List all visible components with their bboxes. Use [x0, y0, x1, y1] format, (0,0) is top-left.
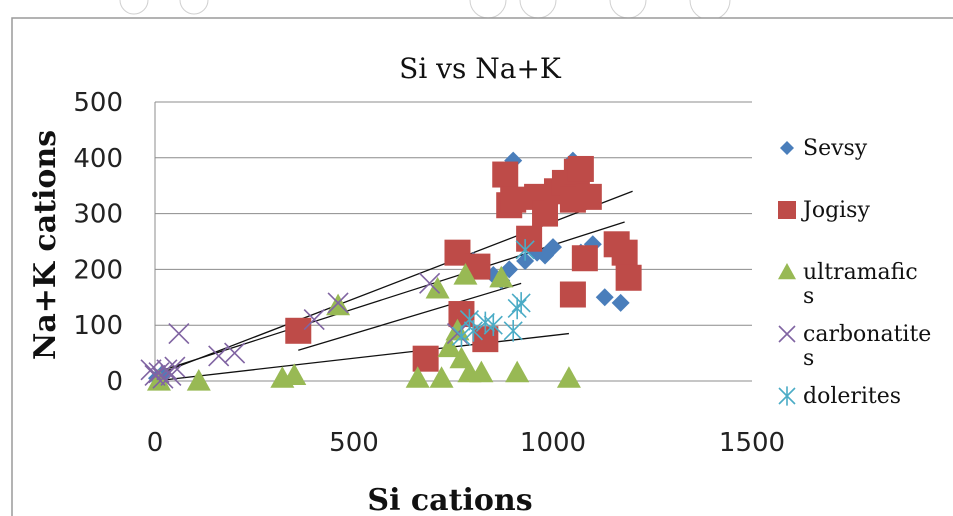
legend-label-line: Sevsy	[803, 136, 868, 161]
x-tick-labels: 0 500 1000 1500	[147, 428, 785, 458]
sevsy-point	[595, 288, 614, 307]
dolerites-point	[503, 319, 523, 342]
legend-label-jogisy: Jogisy	[801, 198, 870, 223]
legend-label-sevsy: Sevsy	[803, 136, 868, 161]
legend-marker-sevsy	[780, 141, 794, 155]
background-decoration	[119, 0, 731, 21]
jogisy-point	[412, 345, 439, 372]
trendline	[298, 282, 522, 351]
legend-label-line: s	[803, 284, 814, 309]
jogisy-point	[571, 245, 598, 272]
legend-label-carbonatite-s: carbonatite s	[803, 322, 931, 371]
carbonatite-s-point	[144, 364, 166, 386]
legend-marker-ultramafic-s	[778, 263, 796, 280]
carbonatite-s-point	[419, 272, 441, 294]
ultramafic-s-point	[282, 363, 307, 386]
jogisy-point	[532, 200, 559, 227]
x-tick-label: 1000	[520, 428, 586, 458]
ultramafic-s-point	[437, 335, 462, 358]
sevsy-point	[611, 293, 630, 312]
x-tick-label: 500	[329, 428, 379, 458]
legend-marker-carbonatite-s	[778, 325, 796, 343]
legend-label-line: s	[803, 346, 814, 371]
dolerites-point	[463, 319, 483, 342]
dolerites-point	[451, 325, 472, 348]
x-tick-label: 0	[147, 428, 164, 458]
dolerites-point	[515, 239, 535, 261]
ultramafic-s-point	[449, 346, 474, 369]
jogisy-point	[615, 264, 642, 291]
jogisy-point	[559, 281, 586, 308]
jogisy-point	[575, 183, 602, 210]
jogisy-point	[285, 317, 312, 344]
y-tick-label: 200	[73, 255, 123, 285]
ultramafic-s-point	[186, 369, 211, 391]
dolerites-point	[475, 311, 495, 334]
sevsy-point	[516, 252, 535, 271]
y-tick-label: 0	[106, 367, 123, 397]
ultramafic-s-point	[453, 262, 478, 285]
trendline	[154, 332, 569, 382]
carbonatite-s-point	[446, 323, 469, 345]
carbonatite-s-point	[168, 323, 190, 345]
chart-title: Si vs Na+K	[399, 52, 562, 85]
y-tick-labels: 0 100 200 300 400 500	[73, 88, 123, 397]
legend-label-ultramafic-s: ultramafic s	[803, 260, 918, 309]
y-tick-label: 300	[73, 200, 123, 230]
carbonatite-s-point	[224, 342, 246, 364]
ultramafic-s-point	[429, 366, 454, 388]
legend-label-line: Jogisy	[801, 198, 870, 223]
legend-label-line: ultramafic	[803, 260, 918, 285]
carbonatite-s-point	[148, 362, 170, 384]
jogisy-point	[611, 239, 638, 266]
jogisy-point	[567, 155, 594, 182]
ultramafic-s-point	[405, 366, 430, 388]
carbonatite-s-point	[156, 359, 178, 381]
jogisy-point	[516, 225, 543, 252]
legend-marker-jogisy	[778, 201, 796, 219]
x-axis-title: Si cations	[367, 483, 532, 516]
y-tick-label: 100	[73, 311, 123, 341]
ultramafic-s-point	[556, 366, 581, 388]
dolerites-point	[483, 314, 503, 336]
ultramafic-s-point	[469, 360, 494, 383]
carbonatite-s-point	[303, 309, 325, 331]
y-tick-label: 500	[73, 88, 123, 118]
jogisy-point	[448, 301, 475, 328]
sevsy-point	[544, 238, 562, 257]
jogisy-point	[500, 186, 527, 213]
carbonatite-s-point	[140, 359, 162, 381]
dolerites-point	[507, 297, 527, 320]
legend-marker-dolerites	[778, 386, 796, 406]
ultramafic-s-point	[505, 360, 530, 383]
carbonatite-s-point	[164, 356, 186, 378]
legend-label-line: carbonatite	[803, 322, 931, 347]
legend-label-line: dolerites	[803, 384, 901, 409]
y-axis-title: Na+K cations	[28, 130, 63, 360]
y-tick-label: 400	[73, 144, 123, 174]
dolerites-point	[511, 292, 531, 314]
carbonatite-s-point	[327, 292, 349, 314]
data-points	[140, 151, 642, 391]
legend-label-dolerites: dolerites	[803, 384, 901, 409]
ultramafic-s-point	[489, 265, 514, 288]
jogisy-point	[492, 161, 519, 188]
x-tick-label: 1500	[719, 428, 785, 458]
ultramafic-s-point	[425, 276, 450, 299]
